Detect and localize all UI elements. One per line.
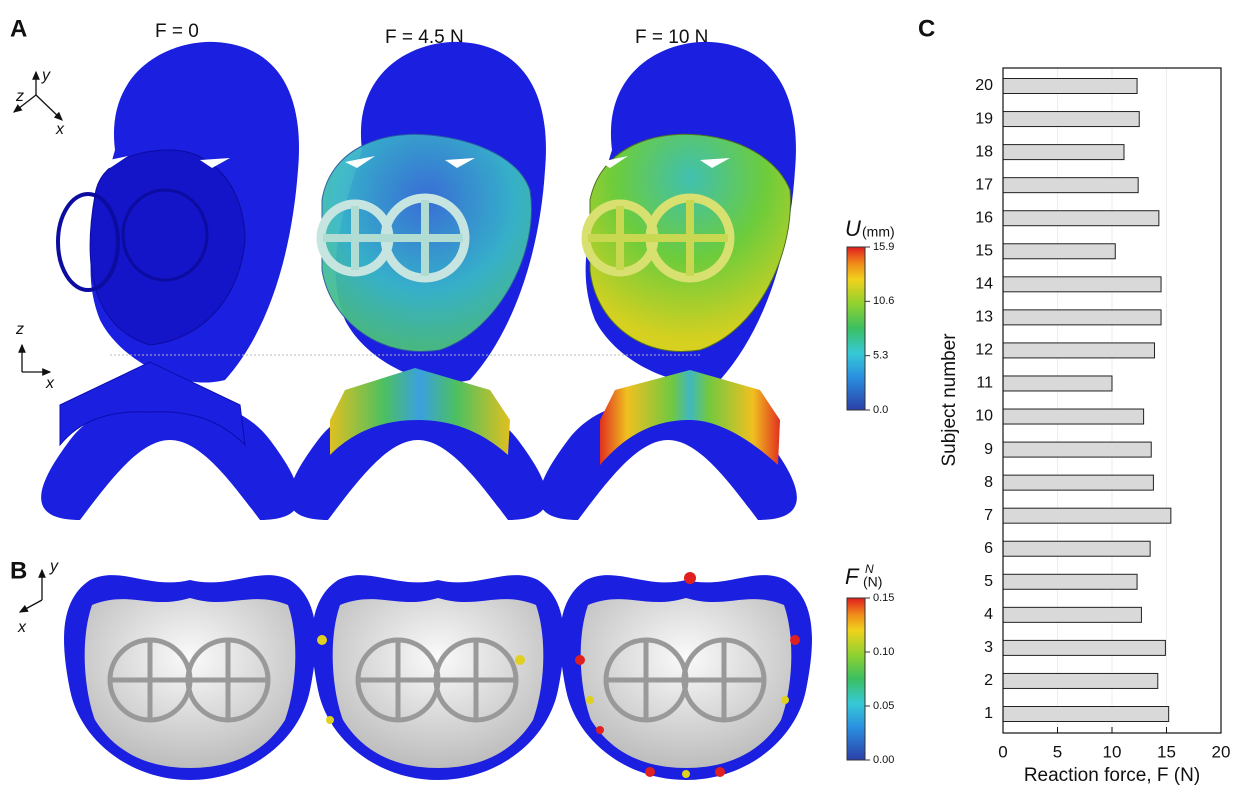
- bar: [1003, 112, 1139, 127]
- colorbar-symbol: F: [845, 564, 860, 589]
- colorbar: [847, 247, 865, 410]
- colorbar-tick-label: 0.05: [873, 700, 894, 712]
- y-tick-label: 8: [984, 474, 993, 491]
- colorbar-tick-label: 0.10: [873, 646, 894, 658]
- panel-label: A: [10, 15, 27, 42]
- axis-letter: x: [17, 619, 27, 636]
- colorbar-tick-label: 0.0: [873, 404, 888, 416]
- colorbar-unit: (mm): [862, 224, 895, 240]
- x-tick-label: 15: [1157, 742, 1176, 761]
- colorbar-tick-label: 15.9: [873, 241, 894, 253]
- y-tick-label: 11: [976, 375, 993, 392]
- axis-letter: y: [49, 558, 59, 575]
- axis-letter: z: [15, 88, 24, 105]
- bar: [1003, 277, 1161, 292]
- panel-label: B: [10, 557, 27, 584]
- y-tick-label: 12: [975, 342, 993, 359]
- bar: [1003, 508, 1171, 523]
- bar: [1003, 442, 1151, 457]
- y-tick-label: 9: [984, 441, 993, 458]
- colorbar: [847, 598, 865, 760]
- y-tick-label: 10: [975, 408, 993, 425]
- panel-label: C: [918, 15, 935, 42]
- bar: [1003, 79, 1137, 94]
- bar: [1003, 607, 1141, 622]
- x-axis-title: Reaction force, F (N): [1024, 765, 1200, 786]
- y-axis-title: Subject number: [939, 333, 960, 467]
- bar: [1003, 707, 1169, 722]
- colorbar-ticks: 0.15 0.10 0.05 0.00: [865, 592, 894, 766]
- x-tick-label: 10: [1103, 742, 1122, 761]
- bar: [1003, 376, 1112, 391]
- mask-renders: [64, 572, 812, 780]
- y-tick-label: 18: [975, 143, 993, 160]
- figure: A F = 0 F = 4.5 N F = 10 N z y x z x U (…: [0, 0, 1239, 793]
- colorbar-tick-label: 5.3: [873, 350, 888, 362]
- axis-letter: x: [45, 375, 55, 392]
- y-tick-label: 15: [975, 242, 993, 259]
- y-tick-label: 1: [984, 705, 993, 722]
- bar: [1003, 211, 1159, 226]
- colorbar-tick-label: 0.00: [873, 754, 894, 766]
- colorbar-tick-label: 0.15: [873, 592, 894, 604]
- bar: [1003, 310, 1161, 325]
- colorbar-symbol: U: [845, 216, 861, 241]
- x-tick-label: 0: [998, 742, 1007, 761]
- y-tick-label: 20: [975, 77, 993, 94]
- colorbar-tick-label: 10.6: [873, 295, 894, 307]
- colorbar-unit: (N): [863, 574, 882, 590]
- bar: [1003, 640, 1165, 655]
- y-tick-label: 14: [975, 276, 993, 293]
- bar: [1003, 673, 1158, 688]
- bar: [1003, 244, 1115, 259]
- y-tick-label: 4: [984, 606, 993, 623]
- y-tick-label: 6: [984, 540, 993, 557]
- axis-letter: y: [41, 67, 51, 84]
- y-tick-label: 17: [975, 176, 993, 193]
- y-tick-label: 5: [984, 573, 993, 590]
- y-tick-label: 3: [984, 639, 993, 656]
- colorbar-ticks: 15.9 10.6 5.3 0.0: [865, 241, 894, 416]
- y-tick-label: 13: [975, 309, 993, 326]
- x-tick-label: 20: [1212, 742, 1231, 761]
- bar: [1003, 475, 1153, 490]
- bar: [1003, 541, 1150, 556]
- column-title: F = 0: [155, 21, 199, 42]
- y-tick-label: 16: [975, 209, 993, 226]
- bar: [1003, 409, 1144, 424]
- bar: [1003, 574, 1137, 589]
- bar: [1003, 178, 1138, 193]
- bar: [1003, 343, 1155, 358]
- axis-letter: x: [55, 121, 65, 138]
- y-tick-label: 7: [984, 507, 993, 524]
- x-tick-label: 5: [1053, 742, 1062, 761]
- axis-letter: z: [15, 321, 24, 338]
- bar: [1003, 145, 1124, 160]
- y-tick-label: 2: [984, 672, 993, 689]
- face-renders: [41, 42, 797, 520]
- y-tick-label: 19: [975, 110, 993, 127]
